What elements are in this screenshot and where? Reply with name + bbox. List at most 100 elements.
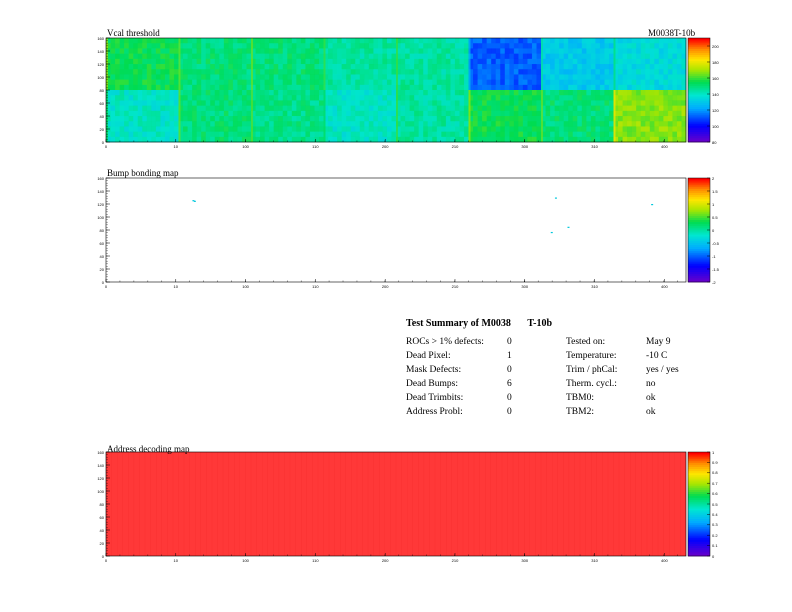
pixel-speckle [296,105,302,111]
pixel-speckle [531,116,537,122]
pixel-speckle [559,74,564,80]
pixel-speckle [667,53,673,59]
pixel-speckle [237,116,243,122]
pixel-speckle [160,90,166,96]
pixel-speckle [142,69,147,75]
pixel-speckle [672,64,678,70]
pixel-speckle [445,95,451,101]
pixel-speckle [300,84,306,91]
pixel-speckle [400,58,406,65]
pixel-speckle [468,90,474,96]
pixel-speckle [599,58,605,65]
pixel-speckle [328,79,333,85]
pixel-speckle [622,43,628,49]
pixel-speckle [400,53,406,59]
pixel-speckle [563,136,569,143]
dead-bump-point [550,231,553,234]
roc-edge [468,38,471,90]
pixel-speckle [164,95,170,101]
pixel-speckle [214,84,220,91]
pixel-speckle [400,79,406,85]
pixel-speckle [278,43,283,49]
pixel-speckle [545,84,551,91]
pixel-speckle [681,53,687,59]
pixel-speckle [160,69,166,75]
pixel-speckle [627,53,632,59]
pixel-speckle [681,90,687,96]
pixel-speckle [386,116,392,122]
pixel-speckle [436,121,442,127]
pixel-speckle [636,58,641,65]
pixel-speckle [414,38,419,44]
summary-value: 0 [507,365,512,375]
pixel-speckle [128,64,134,70]
pixel-speckle [504,131,510,137]
pixel-speckle [622,74,628,80]
pixel-speckle [251,53,256,59]
pixel-speckle [649,79,655,85]
pixel-speckle [282,43,288,49]
pixel-speckle [228,121,234,127]
pixel-speckle [151,121,157,127]
pixel-speckle [545,74,551,80]
pixel-speckle [418,121,424,127]
pixel-speckle [536,136,542,143]
pixel-speckle [155,79,161,85]
pixel-speckle [237,121,243,127]
pixel-speckle [106,48,111,54]
pixel-speckle [618,121,623,127]
pixel-speckle [359,38,365,44]
pixel-speckle [128,100,134,106]
pixel-speckle [115,84,120,91]
pixel-speckle [183,136,188,143]
colorbar-tick-label: 0.3 [712,522,718,528]
pixel-speckle [527,84,533,91]
pixel-speckle [622,69,628,75]
pixel-speckle [251,121,256,127]
pixel-speckle [169,43,175,49]
pixel-speckle [463,84,469,91]
pixel-speckle [581,48,587,54]
pixel-speckle [133,79,138,85]
pixel-speckle [110,116,116,122]
pixel-speckle [278,95,283,101]
pixel-speckle [636,38,641,44]
pixel-speckle [146,136,152,143]
pixel-speckle [368,43,374,49]
pixel-speckle [260,64,265,70]
pixel-speckle [459,58,465,65]
pixel-speckle [341,136,347,143]
pixel-speckle [119,69,125,75]
pixel-speckle [649,121,655,127]
pixel-speckle [577,105,582,111]
pixel-speckle [318,121,324,127]
pixel-speckle [350,116,356,122]
pixel-speckle [473,48,478,54]
pixel-speckle [173,58,179,65]
pixel-speckle [518,110,524,117]
pixel-speckle [572,79,578,85]
colorbar-cell [688,119,710,122]
pixel-speckle [405,110,410,117]
pixel-speckle [264,110,270,117]
pixel-speckle [654,110,660,117]
pixel-speckle [622,64,628,70]
pixel-speckle [432,84,437,91]
pixel-speckle [246,121,252,127]
pixel-speckle [300,38,306,44]
pixel-speckle [554,90,560,96]
pixel-speckle [396,105,401,111]
pixel-speckle [219,136,225,143]
pixel-speckle [640,110,646,117]
pixel-speckle [450,58,456,65]
pixel-speckle [106,43,111,49]
pixel-speckle [164,53,170,59]
pixel-speckle [681,38,687,44]
pixel-speckle [350,95,356,101]
pixel-speckle [527,126,533,132]
pixel-speckle [192,79,197,85]
pixel-speckle [414,90,419,96]
pixel-speckle [536,84,542,91]
pixel-speckle [618,74,623,80]
colorbar-cell [688,277,710,281]
